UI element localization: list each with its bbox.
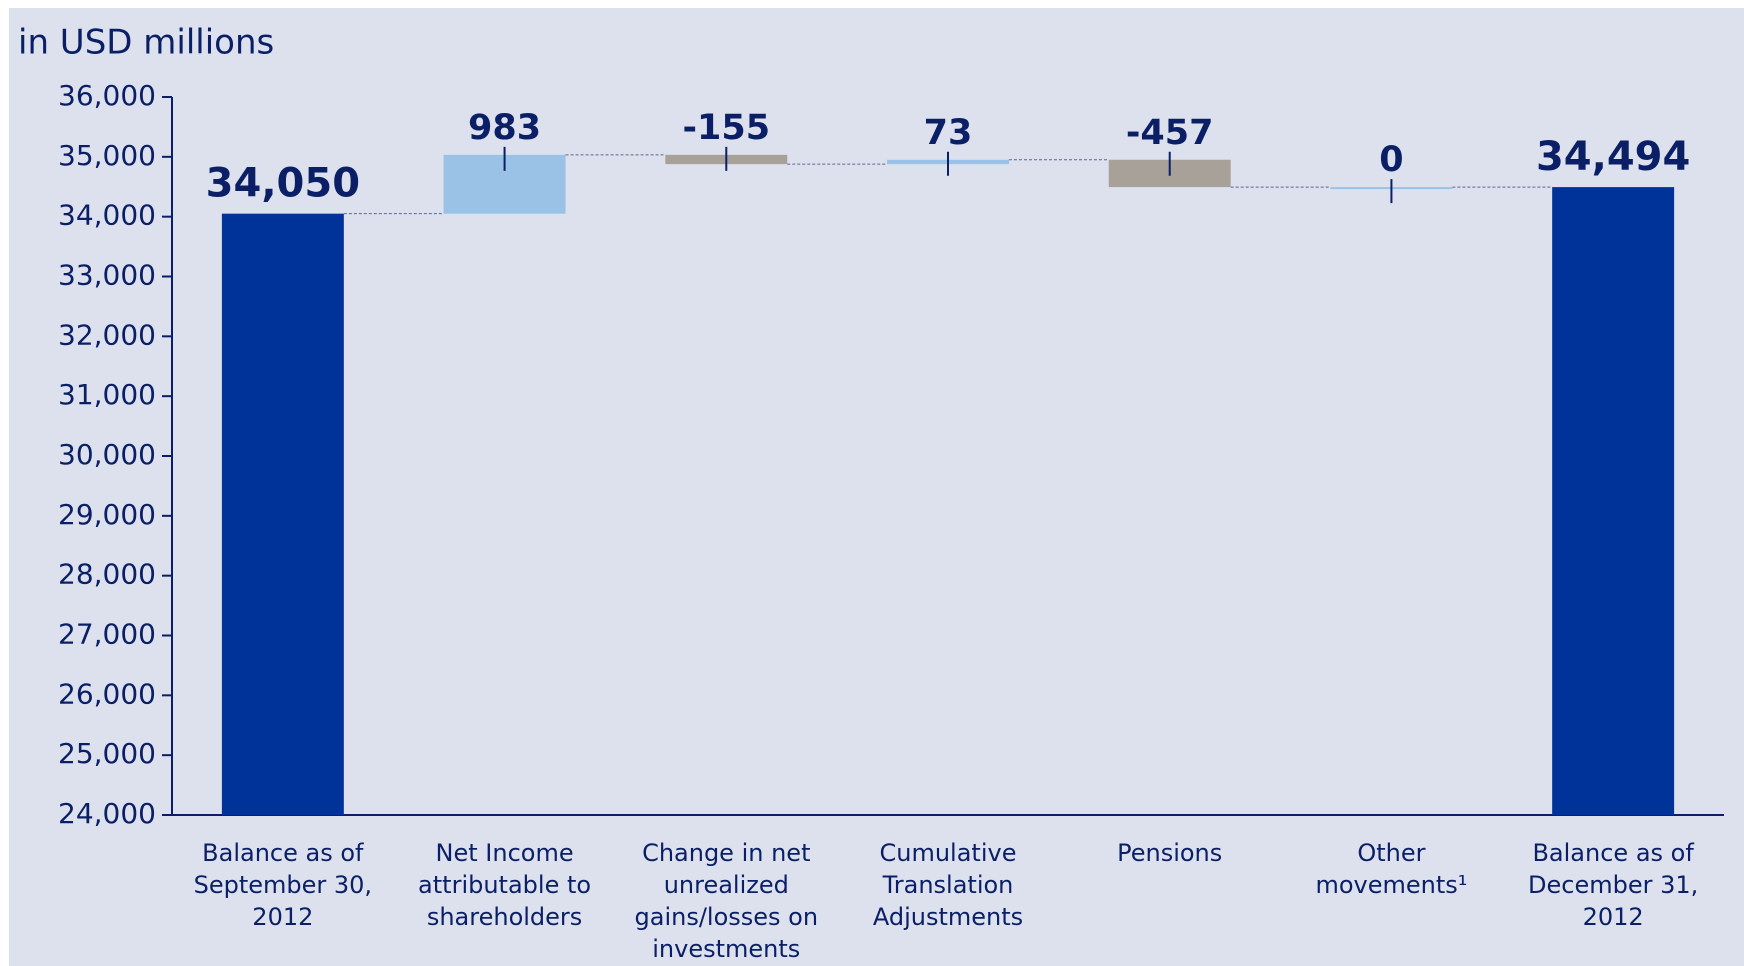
- y-axis-label: in USD millions: [18, 23, 274, 63]
- y-tick-label: 33,000: [58, 259, 156, 292]
- y-tick-label: 31,000: [58, 378, 156, 411]
- x-tick-label: Change in net unrealized gains/losses on…: [634, 839, 819, 963]
- y-tick-label: 29,000: [58, 498, 156, 531]
- x-tick-label-box: Balance as of September 30, 2012: [193, 839, 373, 931]
- y-tick-label: 27,000: [58, 618, 156, 651]
- x-tick-label-box: Pensions: [1117, 839, 1223, 867]
- x-tick-label-box: Change in net unrealized gains/losses on…: [634, 839, 819, 963]
- bar: [1552, 187, 1675, 815]
- x-tick-label-box: Net Income attributable to shareholders: [418, 839, 592, 931]
- x-tick-label-box: Other movements¹: [1315, 839, 1468, 899]
- x-tick-label: Balance as of September 30, 2012: [193, 839, 373, 931]
- value-label: 73: [924, 113, 973, 153]
- value-label: 983: [468, 108, 541, 148]
- y-tick-label: 30,000: [58, 438, 156, 471]
- bar: [221, 213, 344, 816]
- value-label: -155: [682, 108, 770, 148]
- x-tick-label: Net Income attributable to shareholders: [418, 839, 592, 931]
- y-tick-label: 36,000: [58, 79, 156, 112]
- y-tick-label: 28,000: [58, 558, 156, 591]
- y-tick-label: 25,000: [58, 737, 156, 770]
- y-tick-label: 26,000: [58, 677, 156, 710]
- y-tick-label: 32,000: [58, 318, 156, 351]
- value-label: 34,494: [1536, 134, 1690, 180]
- y-tick-label: 34,000: [58, 199, 156, 232]
- value-label: -457: [1126, 113, 1214, 153]
- x-tick-label: Balance as of December 31, 2012: [1528, 839, 1699, 931]
- x-tick-label: Pensions: [1117, 839, 1223, 867]
- x-tick-label: Other movements¹: [1315, 839, 1468, 899]
- x-tick-label: Cumulative Translation Adjustments: [872, 839, 1024, 931]
- x-tick-label-box: Cumulative Translation Adjustments: [872, 839, 1024, 931]
- value-label: 34,050: [206, 161, 360, 207]
- x-tick-label-box: Balance as of December 31, 2012: [1528, 839, 1699, 931]
- value-label: 0: [1379, 140, 1403, 180]
- y-tick-label: 24,000: [58, 797, 156, 830]
- y-tick-label: 35,000: [58, 139, 156, 172]
